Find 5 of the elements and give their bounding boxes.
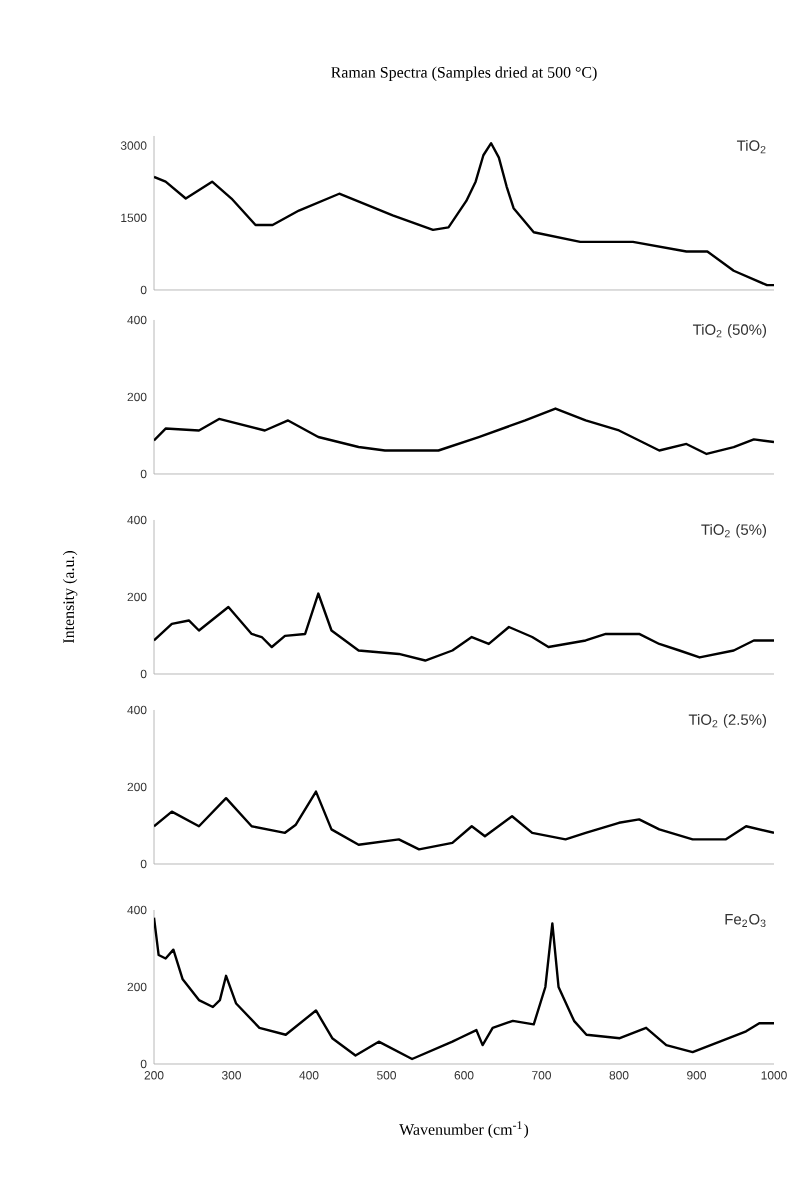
line-series [154,790,774,851]
line-series [154,916,774,1061]
line-series [154,407,774,456]
line-series [154,592,774,662]
line-series [154,142,774,287]
